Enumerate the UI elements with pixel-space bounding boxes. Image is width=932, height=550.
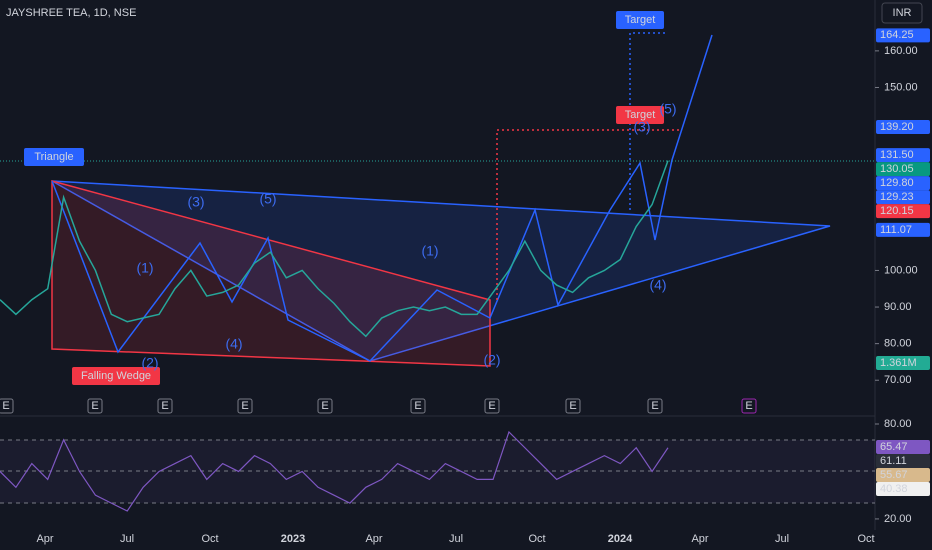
wedge-label: Falling Wedge [81, 370, 151, 382]
price-label-box [876, 176, 930, 191]
rsi-label-box [876, 481, 930, 496]
wedge-tag [72, 367, 160, 385]
time-label: Apr [36, 533, 53, 545]
time-label: Jul [449, 533, 463, 545]
price-label: 120.15 [880, 205, 914, 217]
earnings-marker: E [488, 400, 495, 412]
price-label: 129.80 [880, 177, 914, 189]
earnings-box [410, 398, 426, 414]
price-tick-label: 100.00 [884, 264, 918, 276]
triangle-tag [24, 148, 84, 166]
price-label-box [876, 190, 930, 205]
target-blue-tag [616, 11, 664, 29]
rsi-line [0, 430, 669, 512]
earnings-marker: E [241, 400, 248, 412]
price-tick-label: 150.00 [884, 81, 918, 93]
earnings-marker: E [2, 400, 9, 412]
wave-label: (3) [187, 194, 204, 210]
time-label: Jul [120, 533, 134, 545]
target-blue-label: Target [625, 14, 656, 26]
wave-label: (1) [136, 260, 153, 276]
time-label: Jul [775, 533, 789, 545]
rsi-label-box [876, 439, 930, 454]
rsi-label-box [876, 453, 930, 468]
earnings-box [0, 398, 14, 414]
price-label: 130.05 [880, 163, 914, 175]
earnings-box [565, 398, 581, 414]
earnings-box [741, 398, 757, 414]
earnings-marker: E [414, 400, 421, 412]
wave-label: (3) [633, 119, 650, 135]
price-label-box [876, 204, 930, 219]
earnings-marker: E [569, 400, 576, 412]
rsi-label: 55.67 [880, 469, 908, 481]
wave-label: (1) [421, 243, 438, 259]
price-label-box [876, 28, 930, 43]
earnings-box [157, 398, 173, 414]
earnings-box [484, 398, 500, 414]
time-label: Apr [365, 533, 382, 545]
wave-label: (5) [259, 191, 276, 207]
rsi-tick-label: 80.00 [884, 418, 912, 430]
rsi-label: 65.47 [880, 441, 908, 453]
earnings-box [317, 398, 333, 414]
earnings-box [647, 398, 663, 414]
time-label: Oct [857, 533, 874, 545]
target-red-label: Target [625, 109, 656, 121]
wave-label: (2) [483, 352, 500, 368]
rsi-label: 61.11 [880, 455, 907, 467]
price-tick-label: 160.00 [884, 45, 918, 57]
price-label-box [876, 222, 930, 237]
volume-label-box [876, 356, 930, 370]
earnings-marker: E [321, 400, 328, 412]
currency-box [881, 2, 923, 24]
earnings-box [87, 398, 103, 414]
price-label: 131.50 [880, 149, 914, 161]
price-label-box [876, 162, 930, 177]
price-label: 164.25 [880, 29, 914, 41]
price-tick-label: 80.00 [884, 338, 912, 350]
earnings-marker: E [651, 400, 658, 412]
red-target-line [496, 129, 680, 300]
volume-label: 1.361M [880, 357, 917, 369]
price-label: 139.20 [880, 121, 914, 133]
earnings-box [237, 398, 253, 414]
price-line [0, 160, 669, 338]
wave-label: (4) [649, 277, 666, 293]
target-red-tag [616, 106, 664, 124]
wave-label: (2) [141, 355, 158, 371]
earnings-marker: E [745, 400, 752, 412]
price-tick-label: 90.00 [884, 301, 912, 313]
price-tick-label: 70.00 [884, 374, 912, 386]
earnings-marker: E [91, 400, 98, 412]
time-label: 2024 [608, 533, 633, 545]
time-label: 2023 [281, 533, 305, 545]
price-label: 111.07 [880, 224, 912, 236]
wave-label: (4) [225, 336, 242, 352]
price-label-box [876, 148, 930, 163]
time-label: Oct [201, 533, 218, 545]
blue-target-line [629, 32, 668, 210]
triangle-pattern [51, 180, 831, 362]
price-label-box [876, 119, 930, 134]
wave-lines [51, 34, 713, 362]
triangle-label: Triangle [34, 151, 73, 163]
rsi-tick-label: 20.00 [884, 513, 912, 525]
rsi-label: 40.38 [880, 483, 908, 495]
price-label: 129.23 [880, 191, 914, 203]
time-label: Oct [528, 533, 545, 545]
symbol-title: JAYSHREE TEA, 1D, NSE [6, 7, 136, 19]
rsi-label-box [876, 467, 930, 482]
time-label: Apr [691, 533, 708, 545]
currency[interactable]: INR [893, 7, 912, 19]
wave-label: (5) [659, 101, 676, 117]
earnings-marker: E [161, 400, 168, 412]
